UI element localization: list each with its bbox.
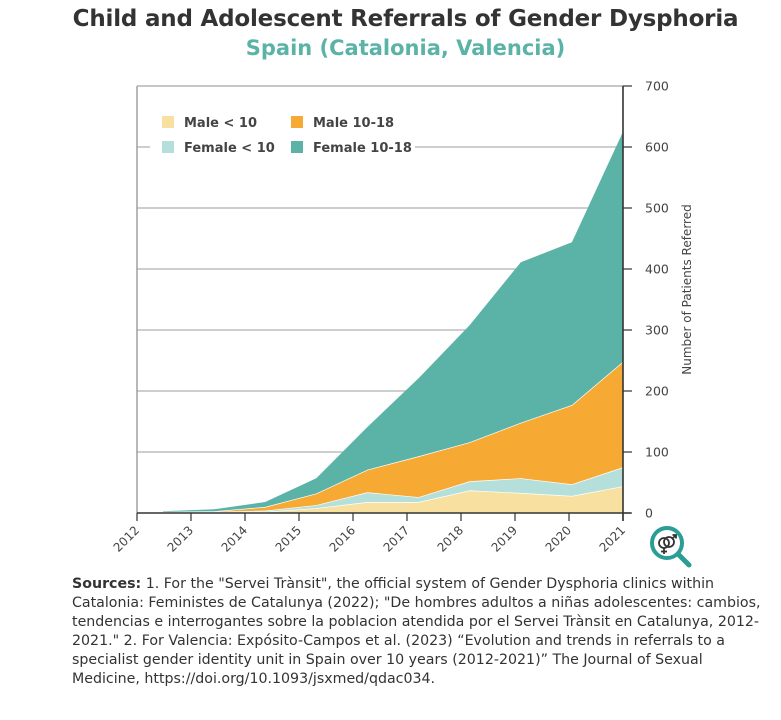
x-tick-label: 2020 xyxy=(543,523,574,554)
legend-item: Male < 10 xyxy=(162,116,257,131)
sources-note: Sources: 1. For the "Servei Trànsit", th… xyxy=(72,575,772,689)
legend-background xyxy=(150,106,415,164)
legend-label: Male 10-18 xyxy=(313,116,394,131)
legend-label: Female 10-18 xyxy=(313,141,412,156)
sources-text: 1. For the "Servei Trànsit", the officia… xyxy=(72,576,761,687)
x-tick-label: 2016 xyxy=(327,523,358,554)
legend-label: Female < 10 xyxy=(184,141,275,156)
chart-subtitle: Spain (Catalonia, Valencia) xyxy=(245,36,566,60)
legend-swatch xyxy=(291,116,303,128)
legend-item: Female < 10 xyxy=(162,141,275,156)
area-male-10-18 xyxy=(163,361,623,513)
y-tick-label: 0 xyxy=(645,506,653,521)
y-tick-label: 100 xyxy=(645,445,669,460)
area-female-10 xyxy=(163,467,623,513)
y-axis-label: Number of Patients Referred xyxy=(680,204,694,374)
stacked-areas xyxy=(162,131,624,514)
legend-swatch xyxy=(291,141,303,153)
legend-item: Male 10-18 xyxy=(291,116,394,131)
x-tick-label: 2012 xyxy=(111,523,142,554)
x-tick-label: 2019 xyxy=(489,523,520,554)
x-tick-label: 2021 xyxy=(597,523,628,554)
y-tick-label: 300 xyxy=(645,323,669,338)
y-tick-label: 200 xyxy=(645,384,669,399)
area-chart: 0 100 200 300 400 500 600 700 Number of Patients… xyxy=(111,79,694,555)
sources-label: Sources: xyxy=(72,576,142,592)
y-tick-label: 700 xyxy=(645,79,669,94)
x-tick-label: 2014 xyxy=(219,523,250,554)
y-tick-label: 600 xyxy=(645,140,669,155)
y-tick-label: 400 xyxy=(645,262,669,277)
area-female-10-18 xyxy=(163,131,623,512)
chart-title: Child and Adolescent Referrals of Gender… xyxy=(72,6,739,32)
legend-swatch xyxy=(162,116,174,128)
legend-label: Male < 10 xyxy=(184,116,257,131)
gender-magnifier-icon xyxy=(650,526,692,568)
y-tick-label: 500 xyxy=(645,201,669,216)
legend-swatch xyxy=(162,141,174,153)
legend-item: Female 10-18 xyxy=(291,141,412,156)
legend: Male < 10 Male 10-18 Female < 10 Female 10-… xyxy=(150,106,415,164)
x-tick-label: 2015 xyxy=(273,523,304,554)
area-boundary xyxy=(162,466,624,513)
x-tick-label: 2017 xyxy=(381,523,412,554)
x-tick-label: 2018 xyxy=(435,523,466,554)
x-tick-label: 2013 xyxy=(165,523,196,554)
